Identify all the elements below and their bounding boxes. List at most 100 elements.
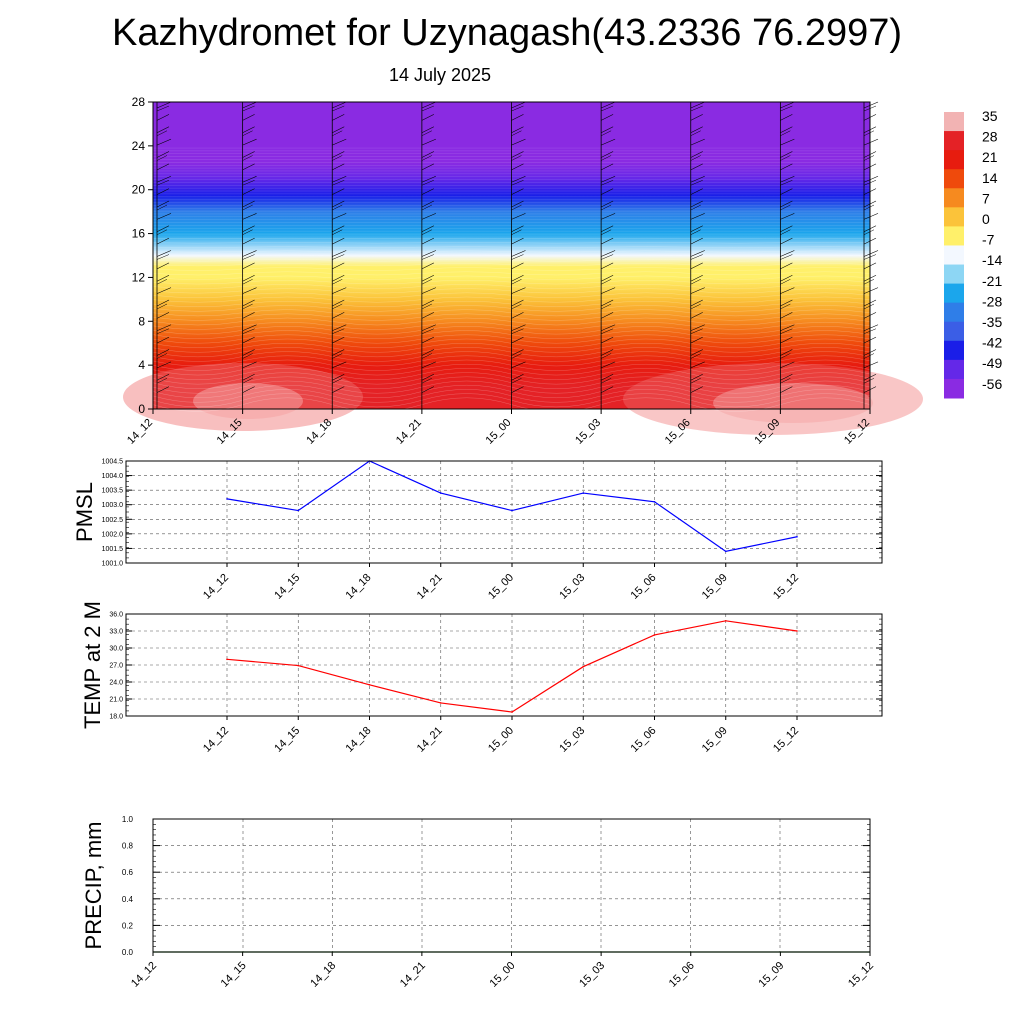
wind-barb — [242, 200, 255, 208]
colorbar-swatch — [944, 302, 964, 323]
wind-barb — [156, 353, 168, 359]
wind-barb — [690, 287, 705, 294]
wind-barb — [511, 250, 526, 257]
wind-barb — [156, 386, 170, 393]
wind-barb — [511, 303, 522, 310]
wind-barb — [421, 386, 435, 393]
wind-barb — [242, 378, 253, 384]
y-tick-label: 0.0 — [122, 948, 134, 957]
wind-barb — [690, 328, 703, 334]
wind-barb — [690, 312, 703, 319]
y-tick-label: 28 — [132, 95, 146, 109]
panel-frame — [125, 613, 883, 717]
wind-barb — [332, 101, 347, 109]
wind-barb — [156, 213, 172, 220]
wind-barb — [156, 254, 170, 260]
wind-barb — [156, 312, 170, 319]
wind-barb — [242, 262, 255, 270]
wind-barb — [780, 250, 795, 257]
wind-barb — [601, 229, 612, 235]
wind-barb — [690, 386, 703, 393]
colorbar-swatch — [944, 169, 964, 189]
wind-barb — [242, 274, 255, 282]
wind-barb — [421, 151, 435, 158]
colorbar-label: -14 — [982, 252, 1002, 268]
x-tick-label: 15_06 — [629, 725, 659, 755]
wind-barb — [332, 287, 347, 294]
wind-barb — [332, 279, 343, 285]
x-tick-label: 14_15 — [219, 960, 249, 990]
wind-barb — [242, 114, 255, 121]
y-tick-label: 1001.0 — [102, 561, 124, 568]
wind-barb — [511, 105, 524, 112]
wind-barb — [242, 180, 255, 186]
wind-barb — [156, 163, 170, 171]
wind-barb — [690, 279, 701, 285]
wind-barb — [242, 303, 253, 310]
wind-barb — [780, 324, 795, 332]
wind-barb — [600, 274, 614, 282]
wind-barb — [601, 130, 612, 136]
colorbar-label: 21 — [982, 149, 998, 165]
wind-barb — [863, 101, 879, 109]
data-point — [226, 658, 228, 661]
wind-barb — [332, 328, 345, 334]
wind-barb — [156, 138, 172, 146]
x-tick-label: 14_18 — [344, 572, 374, 602]
wind-barb — [511, 254, 524, 260]
wind-barb — [332, 361, 347, 369]
wind-barb — [601, 324, 616, 332]
wind-barb — [421, 188, 435, 195]
data-point — [653, 501, 656, 503]
wind-barb — [421, 336, 435, 344]
wind-barb — [690, 180, 703, 186]
colorbar-swatch — [944, 150, 964, 170]
wind-barb — [511, 175, 526, 183]
wind-barb — [156, 373, 170, 381]
wind-barb — [600, 151, 614, 158]
y-tick-label: 0.6 — [122, 868, 134, 877]
wind-barb — [421, 213, 436, 220]
wind-barb — [156, 262, 170, 270]
wind-barb — [421, 299, 435, 307]
wind-barb — [421, 254, 434, 260]
wind-barb — [780, 213, 795, 220]
wind-barb — [156, 336, 170, 344]
wind-barb — [242, 126, 255, 134]
wind-barb — [690, 151, 703, 158]
wind-barb — [863, 303, 875, 310]
wind-barb — [332, 378, 343, 384]
x-tick-label: 15_00 — [486, 725, 516, 755]
warm-cell — [193, 383, 303, 419]
wind-barb — [780, 114, 793, 121]
wind-barb — [332, 114, 345, 121]
wind-barb — [601, 213, 616, 220]
wind-barb — [780, 328, 793, 334]
wind-barb — [242, 287, 257, 294]
x-tick-label: 14_21 — [415, 725, 445, 755]
wind-barb — [690, 204, 701, 211]
wind-barb — [690, 353, 701, 359]
wind-barb — [156, 101, 172, 109]
wind-barb — [690, 114, 703, 121]
wind-barb — [511, 378, 522, 384]
wind-barb — [511, 386, 524, 393]
wind-barb — [332, 274, 345, 282]
colorbar-swatch — [944, 245, 964, 266]
colorbar-swatch — [944, 340, 964, 361]
chart-subtitle: 14 July 2025 — [388, 65, 492, 85]
wind-barb — [690, 373, 703, 381]
wind-barb — [421, 373, 435, 381]
wind-barb — [780, 373, 793, 381]
wind-barb — [600, 225, 614, 233]
x-tick-label: 14_12 — [201, 572, 231, 602]
wind-barb — [600, 299, 614, 307]
chart-title: Kazhydromet for Uzynagash(43.2336 76.299… — [111, 12, 903, 54]
colorbar-label: -56 — [982, 376, 1002, 392]
wind-barb — [780, 188, 793, 195]
wind-barb — [156, 180, 170, 186]
wind-barb — [156, 287, 172, 294]
wind-barb — [863, 361, 879, 369]
wind-barb — [511, 225, 524, 233]
x-tick-label: 14_21 — [398, 960, 428, 990]
